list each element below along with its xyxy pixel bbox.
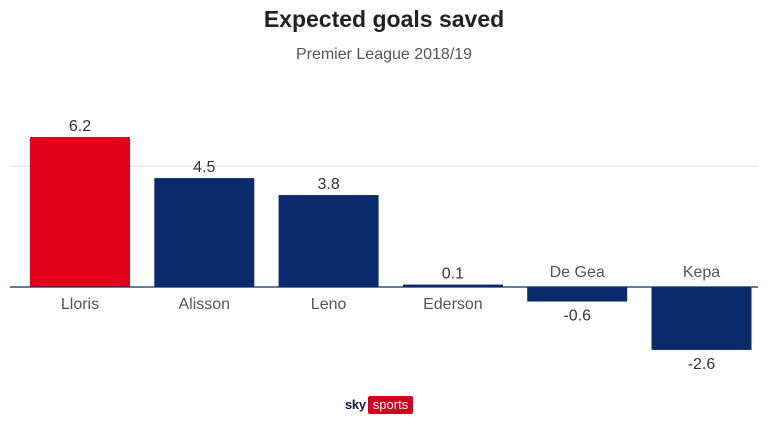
category-label-kepa: Kepa bbox=[683, 264, 720, 281]
value-label-kepa: -2.6 bbox=[688, 356, 716, 373]
value-label-ederson: 0.1 bbox=[442, 266, 464, 283]
logo-sports-text: sports bbox=[367, 396, 414, 414]
category-label-leno: Leno bbox=[311, 296, 347, 313]
bar-kepa bbox=[651, 287, 752, 350]
category-label-lloris: Lloris bbox=[61, 296, 99, 313]
value-label-de-gea: -0.6 bbox=[563, 308, 591, 325]
chart-subtitle: Premier League 2018/19 bbox=[295, 46, 473, 63]
chart-title: Expected goals saved bbox=[263, 6, 505, 32]
category-label-ederson: Ederson bbox=[423, 296, 483, 313]
value-label-alisson: 4.5 bbox=[193, 159, 215, 176]
category-label-alisson: Alisson bbox=[179, 296, 231, 313]
value-label-leno: 3.8 bbox=[317, 176, 339, 193]
bar-alisson bbox=[154, 178, 255, 287]
value-label-lloris: 6.2 bbox=[69, 118, 91, 135]
sky-sports-logo: sky sports bbox=[343, 396, 414, 414]
bar-ederson bbox=[402, 284, 503, 287]
logo-sky-text: sky bbox=[343, 396, 368, 414]
category-label-de-gea: De Gea bbox=[550, 264, 605, 281]
bar-lloris bbox=[30, 136, 130, 287]
bar-de-gea bbox=[527, 287, 628, 302]
bar-leno bbox=[278, 195, 379, 287]
